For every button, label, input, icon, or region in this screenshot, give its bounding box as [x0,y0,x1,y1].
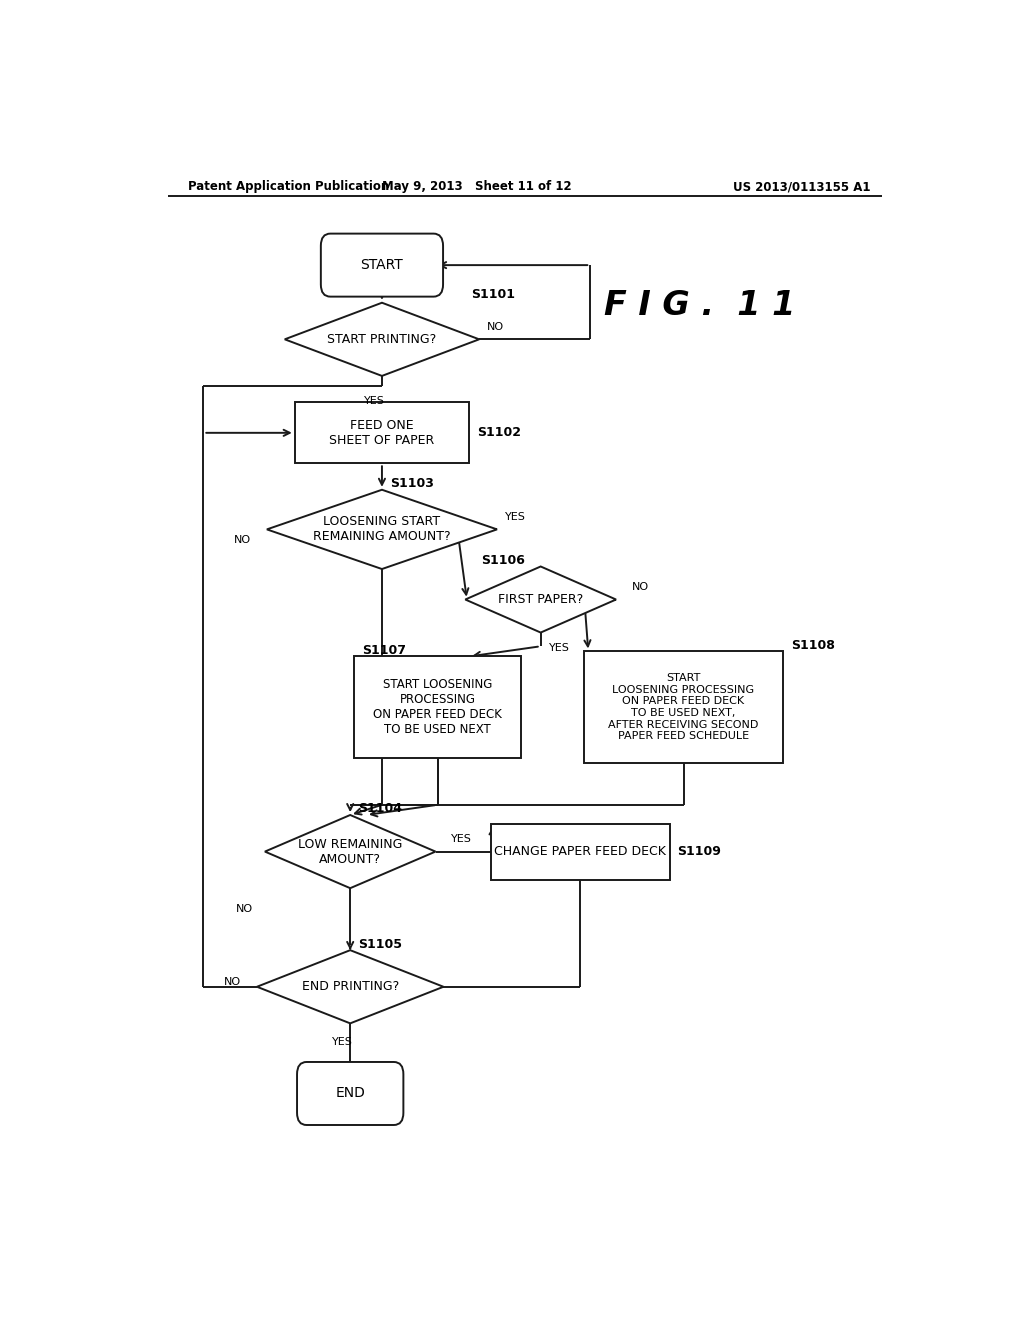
Text: S1101: S1101 [471,288,515,301]
Text: S1103: S1103 [390,477,434,490]
Text: S1102: S1102 [477,426,521,440]
Text: FIRST PAPER?: FIRST PAPER? [498,593,584,606]
FancyBboxPatch shape [297,1063,403,1125]
Text: NO: NO [236,903,253,913]
Text: YES: YES [505,512,526,523]
Polygon shape [285,302,479,376]
Polygon shape [257,950,443,1023]
Text: START LOOSENING
PROCESSING
ON PAPER FEED DECK
TO BE USED NEXT: START LOOSENING PROCESSING ON PAPER FEED… [373,678,502,737]
Text: NO: NO [487,322,504,333]
Polygon shape [465,566,616,632]
Text: NO: NO [224,977,241,986]
Text: YES: YES [549,643,569,653]
Bar [295,403,469,463]
Text: YES: YES [332,1036,352,1047]
Text: S1108: S1108 [791,639,835,652]
Text: US 2013/0113155 A1: US 2013/0113155 A1 [732,181,870,193]
Text: May 9, 2013   Sheet 11 of 12: May 9, 2013 Sheet 11 of 12 [382,181,572,193]
Text: LOOSENING START
REMAINING AMOUNT?: LOOSENING START REMAINING AMOUNT? [313,515,451,544]
Bar [492,824,670,879]
Text: END PRINTING?: END PRINTING? [302,981,398,993]
Text: FEED ONE
SHEET OF PAPER: FEED ONE SHEET OF PAPER [330,418,434,447]
Text: S1107: S1107 [362,644,407,657]
Text: Patent Application Publication: Patent Application Publication [187,181,389,193]
Text: CHANGE PAPER FEED DECK: CHANGE PAPER FEED DECK [495,845,667,858]
FancyBboxPatch shape [321,234,443,297]
Bar [585,651,782,763]
Text: F I G .  1 1: F I G . 1 1 [604,289,795,322]
Text: START PRINTING?: START PRINTING? [328,333,436,346]
Text: NO: NO [632,582,649,593]
Bar [354,656,521,758]
Text: YES: YES [452,834,472,845]
Polygon shape [265,814,435,888]
Text: S1105: S1105 [358,937,402,950]
Text: YES: YES [364,396,384,407]
Polygon shape [267,490,497,569]
Text: S1104: S1104 [358,803,402,816]
Text: START: START [360,259,403,272]
Text: END: END [335,1086,366,1101]
Text: NO: NO [233,535,251,545]
Text: S1106: S1106 [481,554,525,566]
Text: START
LOOSENING PROCESSING
ON PAPER FEED DECK
TO BE USED NEXT,
AFTER RECEIVING S: START LOOSENING PROCESSING ON PAPER FEED… [608,673,759,742]
Text: LOW REMAINING
AMOUNT?: LOW REMAINING AMOUNT? [298,838,402,866]
Text: S1109: S1109 [678,845,722,858]
